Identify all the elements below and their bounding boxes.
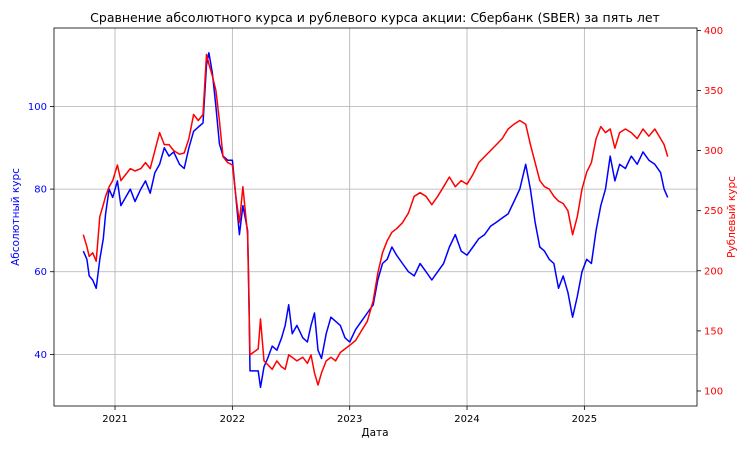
series-line-absolute [82,52,669,389]
x-tick-label: 2025 [572,414,597,425]
x-tick-label: 2023 [337,414,362,425]
y-right-tick-label: 250 [704,206,723,217]
y-right-tick-label: 200 [704,266,723,277]
y-left-tick-label: 80 [34,185,47,196]
y-left-tick-label: 100 [28,102,47,113]
grid [54,28,697,406]
x-axis-label: Дата [361,427,388,439]
y-right-tick-label: 300 [704,146,723,157]
x-tick-label: 2021 [102,414,127,425]
y-right-tick-label: 100 [704,386,723,397]
y-right-axis-label: Рублевый курс [726,176,738,258]
y-right-tick-label: 400 [704,26,723,37]
series-line-ruble [82,53,669,386]
plot-lines [82,52,669,389]
y-right-tick-label: 150 [704,326,723,337]
y-left-tick-label: 40 [34,350,47,361]
y-right-tick-label: 350 [704,86,723,97]
plot-frame [53,27,698,407]
y-left-axis-label: Абсолютный курс [10,168,22,266]
chart-title: Сравнение абсолютного курса и рублевого … [90,10,660,25]
x-tick-label: 2022 [220,414,245,425]
axes: 2021 2022 2023 2024 2025 40 60 80 100 100 150 200 25… [28,26,723,425]
y-left-tick-label: 60 [34,267,47,278]
x-tick-label: 2024 [454,414,479,425]
